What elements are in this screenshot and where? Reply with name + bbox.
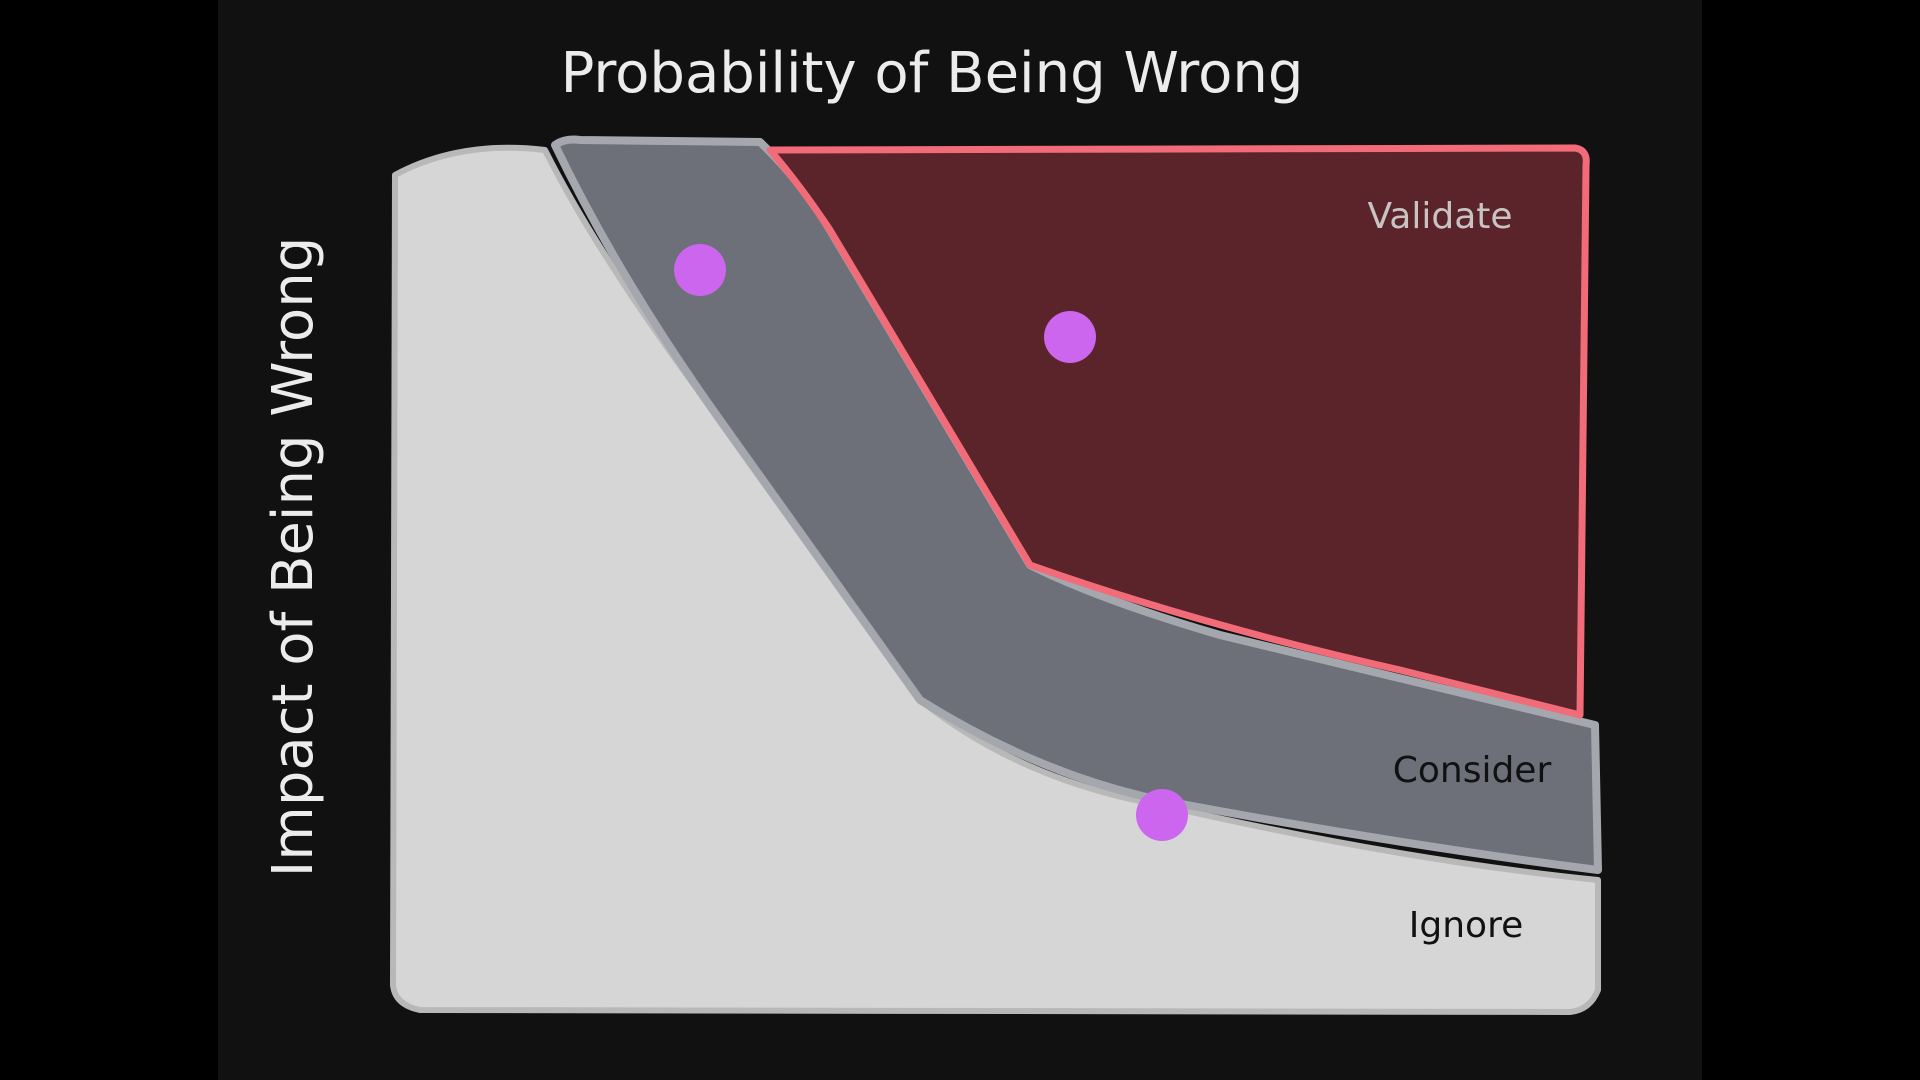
y-axis-label: Impact of Being Wrong [261,237,326,877]
marker-consider [674,244,726,296]
consider-label: Consider [1393,750,1552,791]
validate-label: Validate [1367,196,1512,237]
marker-validate [1044,311,1096,363]
ignore-zone [390,144,1601,1015]
validate-zone [766,144,1590,719]
ignore-label: Ignore [1409,905,1523,946]
x-axis-label: Probability of Being Wrong [561,41,1304,106]
marker-ignore [1136,789,1188,841]
